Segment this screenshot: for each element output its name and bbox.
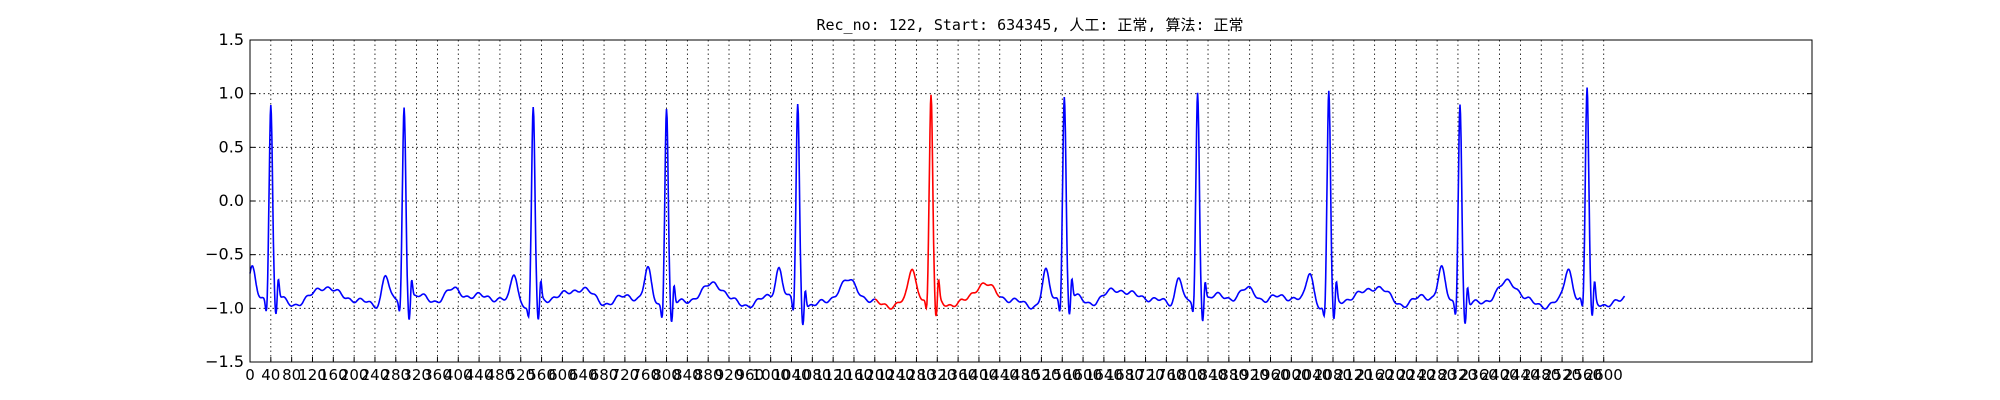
grid-layer xyxy=(250,40,1812,362)
x-tick-label: 0 xyxy=(245,366,255,384)
x-tick-label: 1560 xyxy=(1043,366,1081,384)
x-tick-label: 1920 xyxy=(1231,366,1269,384)
y-tick-label: −0.5 xyxy=(205,245,244,264)
x-tick-label: 560 xyxy=(527,366,556,384)
x-tick-label: 920 xyxy=(715,366,744,384)
x-tick-label: 2280 xyxy=(1418,366,1456,384)
y-tick-label: 1.0 xyxy=(219,84,244,103)
x-tick-label: 2440 xyxy=(1501,366,1539,384)
x-tick-label: 2080 xyxy=(1314,366,1352,384)
x-tick-label: 2160 xyxy=(1356,366,1394,384)
x-tick-label: 840 xyxy=(673,366,702,384)
ecg-trace-normal xyxy=(249,87,1626,326)
x-tick-label: 1520 xyxy=(1022,366,1060,384)
x-tick-label: 120 xyxy=(298,366,327,384)
x-tick-label: 440 xyxy=(465,366,494,384)
x-tick-label: 2320 xyxy=(1439,366,1477,384)
x-tick-label: 520 xyxy=(506,366,535,384)
y-tick-label: 0.5 xyxy=(219,137,244,156)
x-tick-label: 360 xyxy=(423,366,452,384)
x-tick-label: 960 xyxy=(736,366,765,384)
x-tick-label: 720 xyxy=(611,366,640,384)
ecg-trace-highlight xyxy=(874,94,1001,317)
x-tick-label: 1680 xyxy=(1106,366,1144,384)
x-tick-label: 2240 xyxy=(1397,366,1435,384)
x-tick-label: 760 xyxy=(631,366,660,384)
x-tick-label: 1280 xyxy=(897,366,935,384)
tick-layer: 1.51.00.50.0−0.5−1.0−1.50 40 8012016020024… xyxy=(205,30,1812,384)
x-tick-label: 1640 xyxy=(1085,366,1123,384)
x-tick-label: 2040 xyxy=(1293,366,1331,384)
x-tick-label: 1960 xyxy=(1251,366,1289,384)
x-tick-label: 2400 xyxy=(1481,366,1519,384)
x-tick-label: 1600 xyxy=(1064,366,1102,384)
x-tick-label: 1880 xyxy=(1210,366,1248,384)
x-tick-label: 1200 xyxy=(856,366,894,384)
x-tick-label: 240 xyxy=(361,366,390,384)
x-tick-label: 1080 xyxy=(793,366,831,384)
x-tick-label: 1320 xyxy=(918,366,956,384)
x-tick-label: 2600 xyxy=(1585,366,1623,384)
y-tick-label: −1.0 xyxy=(205,298,244,317)
x-tick-label: 2360 xyxy=(1460,366,1498,384)
x-tick-label: 800 xyxy=(652,366,681,384)
x-tick-label: 2120 xyxy=(1335,366,1373,384)
x-tick-label: 2200 xyxy=(1376,366,1414,384)
chart-title: Rec_no: 122, Start: 634345, 人工: 正常, 算法: … xyxy=(816,16,1244,34)
x-tick-label: 1360 xyxy=(939,366,977,384)
y-tick-label: 1.5 xyxy=(219,30,244,49)
x-tick-label: 320 xyxy=(402,366,431,384)
x-tick-label: 680 xyxy=(590,366,619,384)
series-layer xyxy=(249,87,1626,326)
x-tick-label: 2560 xyxy=(1564,366,1602,384)
x-tick-label: 1240 xyxy=(877,366,915,384)
x-tick-label: 40 xyxy=(261,366,280,384)
x-tick-label: 1120 xyxy=(814,366,852,384)
x-tick-label: 880 xyxy=(694,366,723,384)
x-tick-label: 80 xyxy=(282,366,301,384)
x-tick-label: 1040 xyxy=(772,366,810,384)
y-tick-label: 0.0 xyxy=(219,191,244,210)
x-tick-label: 200 xyxy=(340,366,369,384)
x-tick-label: 2480 xyxy=(1522,366,1560,384)
x-tick-label: 280 xyxy=(381,366,410,384)
x-tick-label: 160 xyxy=(319,366,348,384)
x-tick-label: 480 xyxy=(486,366,515,384)
x-tick-label: 1720 xyxy=(1126,366,1164,384)
y-tick-label: −1.5 xyxy=(205,352,244,371)
x-tick-label: 1160 xyxy=(835,366,873,384)
x-tick-label: 1440 xyxy=(981,366,1019,384)
x-tick-label: 1840 xyxy=(1189,366,1227,384)
x-tick-label: 2520 xyxy=(1543,366,1581,384)
x-tick-label: 1800 xyxy=(1168,366,1206,384)
x-tick-label: 600 xyxy=(548,366,577,384)
x-tick-label: 1000 xyxy=(752,366,790,384)
x-tick-label: 1400 xyxy=(960,366,998,384)
x-tick-label: 1760 xyxy=(1147,366,1185,384)
x-tick-label: 400 xyxy=(444,366,473,384)
x-tick-label: 2000 xyxy=(1272,366,1310,384)
x-tick-label: 640 xyxy=(569,366,598,384)
x-tick-label: 1480 xyxy=(1001,366,1039,384)
